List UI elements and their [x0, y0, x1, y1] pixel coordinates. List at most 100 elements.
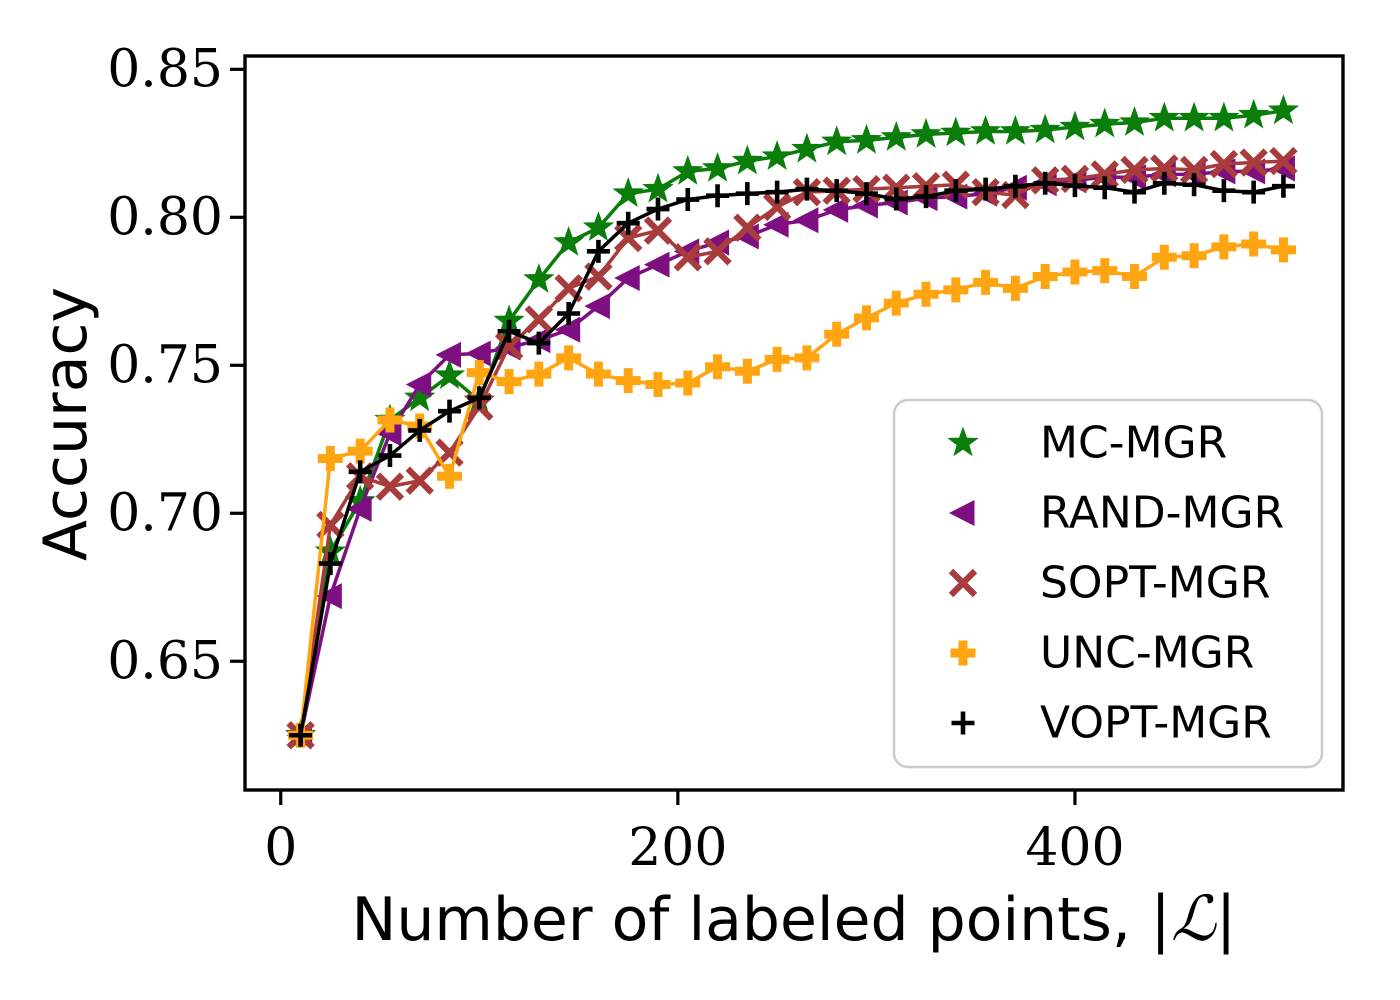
data-point-marker	[1152, 171, 1176, 195]
data-point-marker	[1032, 263, 1058, 289]
data-point-marker	[853, 305, 879, 331]
data-point-marker	[1271, 174, 1295, 198]
data-point-marker	[1150, 154, 1179, 183]
data-point-marker	[1242, 180, 1266, 204]
data-point-marker	[465, 340, 491, 367]
data-point-marker	[1208, 101, 1240, 132]
legend-marker-plus-icon	[951, 711, 975, 735]
legend-marker-x-icon	[948, 568, 978, 598]
data-point-marker	[466, 360, 492, 386]
data-point-marker	[616, 211, 640, 235]
data-point-marker	[405, 466, 434, 495]
series-vopt-mgr	[289, 171, 1295, 747]
data-point-marker	[378, 444, 402, 468]
legend-label: RAND-MGR	[1040, 488, 1284, 539]
data-point-marker	[791, 132, 823, 163]
data-point-marker	[910, 117, 942, 148]
data-point-marker	[762, 192, 792, 222]
legend-marker-star-icon	[947, 426, 979, 457]
data-point-marker	[822, 196, 849, 223]
data-point-marker	[526, 361, 552, 387]
data-point-marker	[615, 368, 641, 394]
data-point-marker	[940, 116, 972, 147]
data-point-marker	[825, 179, 849, 203]
data-point-marker	[1237, 98, 1270, 129]
axes: 0.65 0.70 0.75 0.80 0.85 0 200 400	[107, 39, 1345, 878]
data-point-marker	[943, 277, 969, 303]
y-tick-label: 0.75	[107, 335, 223, 395]
x-axis-label-text: Number of labeled points,	[351, 885, 1150, 955]
data-point-marker	[494, 331, 524, 361]
data-point-marker	[1090, 160, 1119, 189]
data-point-marker	[1209, 149, 1239, 179]
x-axis-label-math-L: |ℒ|	[1150, 882, 1236, 955]
series-line	[298, 181, 1284, 736]
data-point-marker	[1241, 231, 1267, 257]
data-point-marker	[375, 420, 402, 447]
legend-entry-vopt-mgr: VOPT-MGR	[951, 698, 1272, 749]
data-point-marker	[880, 120, 912, 151]
data-point-marker	[1029, 113, 1061, 144]
data-point-marker	[1181, 243, 1207, 269]
data-point-marker	[523, 263, 555, 293]
data-point-marker	[1239, 148, 1268, 177]
y-tick-label: 0.65	[107, 631, 223, 691]
data-point-marker	[850, 123, 883, 154]
data-point-marker	[1033, 171, 1057, 195]
data-point-marker	[646, 197, 670, 221]
series-line	[298, 166, 1284, 736]
y-tick-label: 0.85	[107, 39, 223, 99]
data-point-marker	[1179, 155, 1209, 185]
data-point-marker	[764, 346, 790, 372]
y-axis-label: Accuracy	[31, 287, 101, 561]
series-line	[298, 109, 1284, 736]
data-point-marker	[701, 152, 734, 182]
data-point-marker	[642, 172, 674, 203]
data-point-marker	[1270, 237, 1296, 263]
plot-area	[284, 94, 1300, 750]
data-point-marker	[1089, 107, 1121, 138]
data-point-marker	[1122, 263, 1148, 289]
data-point-marker	[585, 361, 611, 387]
data-point-marker	[554, 316, 581, 343]
data-point-marker	[1148, 101, 1181, 132]
data-point-marker	[765, 180, 789, 204]
series-unc-mgr	[288, 231, 1296, 748]
data-point-marker	[527, 331, 551, 355]
legend-marker-triangle-left-icon	[949, 500, 975, 526]
data-point-marker	[795, 177, 819, 201]
data-point-marker	[467, 386, 491, 410]
data-point-marker	[1059, 110, 1091, 141]
data-point-marker	[643, 216, 673, 245]
data-point-marker	[584, 293, 610, 320]
data-point-marker	[348, 460, 372, 484]
series-line	[298, 242, 1284, 736]
data-point-marker	[1093, 176, 1117, 200]
data-point-marker	[969, 115, 1002, 145]
y-tick-label: 0.80	[107, 187, 223, 247]
data-point-marker	[1120, 155, 1149, 185]
data-point-marker	[1002, 275, 1028, 301]
data-point-marker	[1211, 234, 1237, 260]
plot-border	[243, 54, 1345, 792]
legend-entry-sopt-mgr: SOPT-MGR	[948, 558, 1270, 609]
legend-label: MC-MGR	[1040, 418, 1227, 469]
data-point-marker	[1118, 106, 1151, 136]
data-point-marker	[676, 188, 700, 212]
data-point-marker	[820, 125, 853, 156]
data-point-marker	[824, 321, 850, 347]
data-point-marker	[792, 207, 819, 234]
data-point-marker	[1178, 101, 1210, 132]
data-point-marker	[316, 583, 342, 610]
data-point-marker	[1062, 259, 1088, 285]
x-tick-label: 0	[264, 818, 297, 878]
data-point-marker	[1267, 94, 1300, 125]
data-point-marker	[883, 290, 909, 316]
data-point-marker	[347, 438, 373, 464]
data-point-marker	[1269, 146, 1298, 176]
data-point-marker	[643, 251, 670, 278]
data-point-marker	[735, 182, 759, 206]
x-axis-label: Number of labeled points, |ℒ|	[351, 882, 1236, 955]
